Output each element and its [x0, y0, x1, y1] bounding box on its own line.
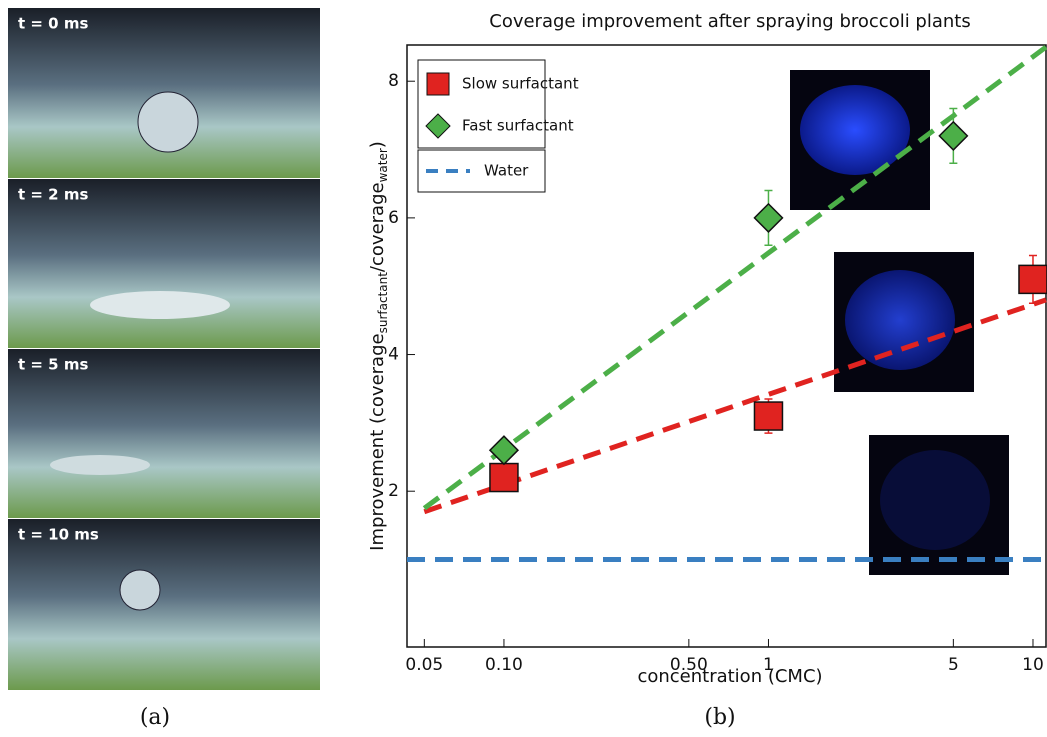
inset-blob: [880, 450, 990, 550]
photo-label: t = 5 ms: [18, 356, 88, 374]
x-tick-label: 10: [1022, 655, 1044, 675]
y-tick-label: 6: [388, 208, 399, 228]
photo-label: t = 0 ms: [18, 15, 88, 33]
legend-marker: [425, 113, 451, 139]
plot-frame: [406, 44, 1047, 648]
inset-blob: [845, 270, 955, 370]
x-tick-label: 0.10: [485, 655, 523, 675]
droplet: [137, 91, 199, 153]
marker: [1018, 264, 1047, 295]
legend-marker: [426, 72, 450, 96]
x-tick-label: 0.50: [670, 655, 708, 675]
legend-box: [417, 149, 546, 193]
photo: [8, 519, 320, 690]
y-label-part: /coverage: [367, 182, 388, 272]
y-label-sub: water: [376, 148, 390, 182]
photo-panel: t = 0 ms t = 2 ms t = 5 ms t = 10 ms (a)…: [8, 8, 736, 730]
x-axis-label: concentration (CMC): [637, 666, 822, 687]
legend-label: Fast surfactant: [462, 117, 574, 135]
droplet: [119, 569, 161, 611]
x-tick-label: 5: [948, 655, 959, 675]
y-tick-label: 2: [388, 481, 399, 501]
photo: [8, 179, 320, 348]
photo: [8, 349, 320, 518]
y-label-sub: surfactant: [376, 272, 390, 334]
dashed-line: [423, 297, 1047, 515]
panel-label: (a): [140, 705, 170, 730]
y-tick-label: 4: [388, 345, 399, 365]
chart: Coverage improvement after spraying broc…: [367, 11, 1047, 687]
droplet: [90, 291, 230, 319]
y-tick-label: 8: [388, 71, 399, 91]
legend-label: Water: [484, 162, 529, 180]
marker: [753, 401, 784, 431]
y-axis-label: Improvement (coveragesurfactant/coverage…: [367, 141, 390, 551]
x-tick-label: 1: [763, 655, 774, 675]
y-label-part: ): [367, 141, 388, 148]
x-tick-label: 0.05: [405, 655, 443, 675]
y-label-part: Improvement (coverage: [367, 333, 388, 550]
marker: [488, 435, 520, 466]
dashed-line: [422, 45, 1047, 511]
inset-images: [790, 70, 1009, 575]
chart-title: Coverage improvement after spraying broc…: [489, 11, 970, 32]
marker: [938, 120, 969, 151]
legend-label: Slow surfactant: [462, 75, 579, 93]
photo-label: t = 2 ms: [18, 186, 88, 204]
photo-label: t = 10 ms: [18, 526, 99, 544]
droplet: [50, 455, 150, 475]
inset-blob: [800, 85, 910, 175]
panel-label: (b): [704, 705, 735, 730]
marker: [489, 462, 519, 493]
marker: [753, 202, 784, 233]
